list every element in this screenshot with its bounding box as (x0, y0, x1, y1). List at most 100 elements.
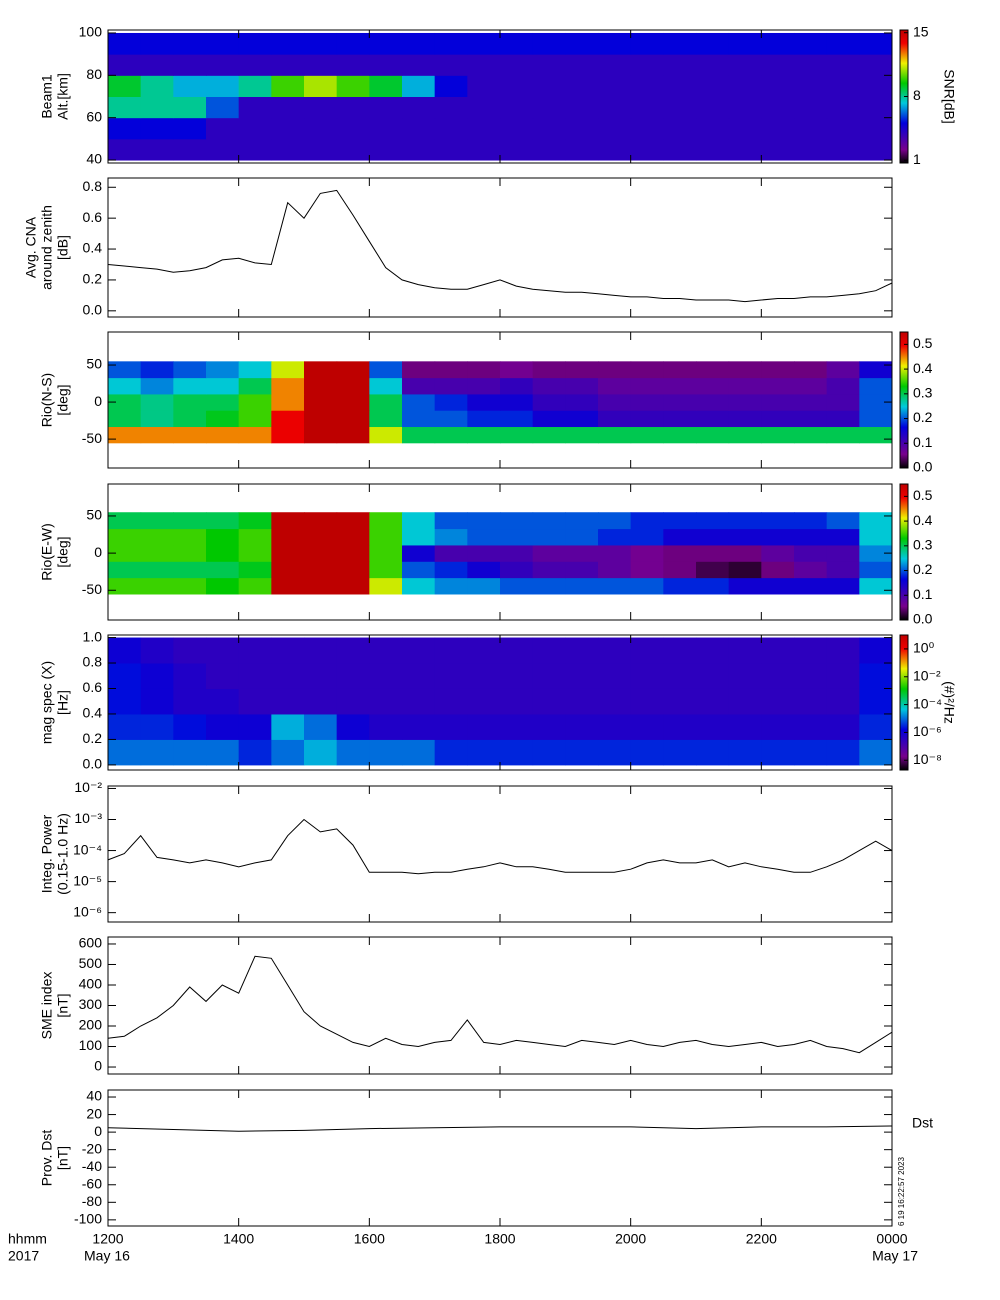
heatmap-cell (369, 577, 403, 595)
heatmap-cell (271, 377, 305, 395)
heatmap-cell (304, 688, 338, 715)
heatmap-cell (369, 637, 403, 664)
heatmap-cell (630, 512, 664, 530)
heatmap-cell (434, 577, 468, 595)
plot-frame (107, 177, 893, 318)
heatmap-cell (336, 577, 370, 595)
heatmap-cell (402, 138, 436, 161)
heatmap-cell (271, 528, 305, 546)
heatmap-cell (304, 637, 338, 664)
heatmap-cell (728, 32, 762, 55)
heatmap-cell (140, 96, 174, 119)
heatmap-cell (467, 410, 501, 428)
heatmap-cell (271, 75, 305, 97)
heatmap-cell (238, 377, 272, 395)
heatmap-cell (761, 361, 795, 379)
heatmap-cell (467, 663, 501, 689)
heatmap-cell (140, 577, 174, 595)
heatmap-cell (598, 54, 632, 76)
heatmap-cell (434, 637, 468, 664)
heatmap-cell (696, 75, 730, 97)
heatmap-cell (630, 426, 664, 444)
heatmap-cell (598, 528, 632, 546)
heatmap-cell (728, 577, 762, 595)
y-axis-label: (0.15-1.0 Hz) (55, 813, 71, 895)
heatmap-cell (271, 512, 305, 530)
heatmap-cell (467, 117, 501, 140)
heatmap-cell (859, 54, 893, 76)
y-axis-label: Avg. CNA (23, 216, 39, 278)
heatmap-cell (402, 561, 436, 579)
heatmap-cell (728, 117, 762, 140)
heatmap-cell (238, 561, 272, 579)
heatmap-cell (630, 393, 664, 411)
heatmap-cell (108, 410, 142, 428)
heatmap-cell (402, 577, 436, 595)
heatmap-cell (761, 410, 795, 428)
heatmap-cell (206, 637, 240, 664)
x-tick-label: 1200 (92, 1231, 123, 1247)
heatmap-cell (859, 377, 893, 395)
heatmap-cell (565, 512, 599, 530)
y-tick-label: 0.4 (83, 705, 103, 721)
heatmap-cell (630, 138, 664, 161)
heatmap-cell (173, 410, 207, 428)
y-tick-label: -50 (82, 581, 102, 597)
corner-label: 2017 (8, 1248, 39, 1264)
heatmap-cell (304, 528, 338, 546)
heatmap-cell (630, 663, 664, 689)
heatmap-cell (761, 739, 795, 766)
heatmap-cell (532, 377, 566, 395)
heatmap-cell (434, 393, 468, 411)
heatmap-cell (859, 410, 893, 428)
heatmap-cell (206, 577, 240, 595)
heatmap-cell (565, 54, 599, 76)
heatmap-cell (630, 577, 664, 595)
heatmap-cell (402, 54, 436, 76)
heatmap-cell (336, 544, 370, 562)
heatmap-cell (238, 528, 272, 546)
heatmap-cell (467, 713, 501, 740)
colorbar-tick-label: 1 (913, 151, 921, 167)
heatmap-cell (859, 528, 893, 546)
heatmap-cell (663, 138, 697, 161)
heatmap-cell (369, 713, 403, 740)
heatmap-cell (140, 512, 174, 530)
y-tick-label: 0.2 (83, 271, 103, 287)
heatmap-cell (663, 410, 697, 428)
heatmap-cell (728, 637, 762, 664)
heatmap-cell (500, 577, 534, 595)
heatmap-cell (173, 54, 207, 76)
y-tick-label: 200 (79, 1017, 103, 1033)
heatmap-cell (630, 637, 664, 664)
y-tick-label: 0.2 (83, 730, 103, 746)
heatmap-cell (500, 544, 534, 562)
heatmap-cell (859, 512, 893, 530)
y-tick-label: 50 (86, 356, 102, 372)
heatmap-cell (434, 138, 468, 161)
heatmap-cell (728, 739, 762, 766)
heatmap-cell (173, 528, 207, 546)
heatmap-cell (402, 393, 436, 411)
heatmap-cell (761, 688, 795, 715)
heatmap-cell (630, 544, 664, 562)
heatmap-cell (696, 32, 730, 55)
panel (108, 637, 893, 766)
heatmap-cell (336, 32, 370, 55)
heatmap-cell (108, 713, 142, 740)
heatmap-cell (794, 138, 828, 161)
heatmap-cell (206, 32, 240, 55)
y-tick-label: 0.6 (83, 209, 103, 225)
heatmap-cell (565, 410, 599, 428)
heatmap-cell (304, 713, 338, 740)
panel (108, 512, 893, 595)
y-tick-label: 40 (86, 1088, 102, 1104)
heatmap-cell (238, 393, 272, 411)
heatmap-cell (173, 377, 207, 395)
heatmap-cell (826, 663, 860, 689)
heatmap-cell (532, 410, 566, 428)
heatmap-cell (663, 117, 697, 140)
heatmap-cell (206, 75, 240, 97)
heatmap-cell (826, 410, 860, 428)
